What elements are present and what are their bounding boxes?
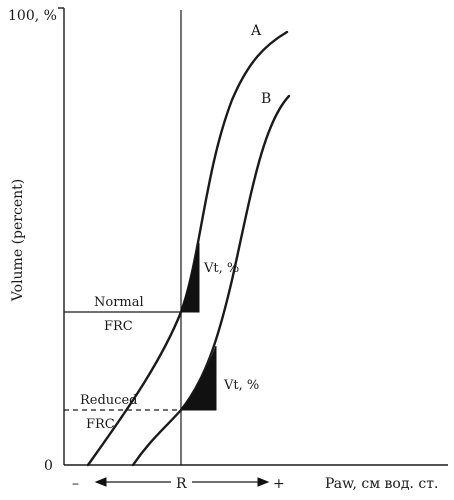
normal-label: Normal: [94, 295, 144, 310]
curve-b: [131, 94, 291, 467]
x-axis-title: Paw, см вод. ст.: [325, 476, 438, 492]
y-axis-top-label: 100, %: [8, 8, 57, 24]
x-center-label: R: [176, 476, 187, 492]
curve-a: [86, 30, 289, 467]
vt-upper-label: Vt, %: [203, 261, 239, 276]
reduced-frc-label: FRC: [86, 417, 115, 432]
x-plus-label: +: [273, 476, 285, 492]
vt-lower-label: Vt, %: [223, 378, 259, 393]
vt-lower-wedge: [179, 345, 217, 411]
curve-a-label: A: [250, 23, 262, 39]
reduced-label: Reduced: [80, 393, 137, 408]
vt-upper-wedge: [180, 242, 200, 313]
y-axis-title: Volume (percent): [10, 179, 26, 302]
arrow-left-head: [94, 477, 107, 487]
y-axis-zero-label: 0: [44, 458, 53, 474]
curve-b-label: B: [261, 91, 271, 107]
x-minus-label: –: [72, 476, 79, 492]
arrow-right-head: [257, 477, 270, 487]
normal-frc-label: FRC: [104, 319, 133, 334]
